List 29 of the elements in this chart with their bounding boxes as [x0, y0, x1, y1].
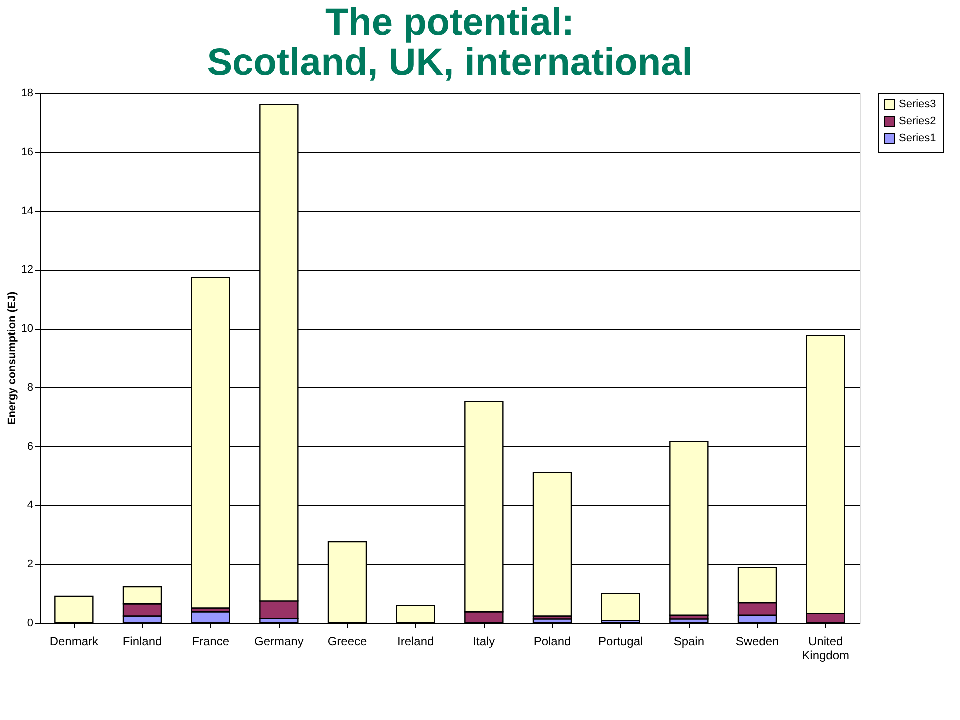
- x-tick-label: Ireland: [397, 634, 434, 648]
- x-tick-label: United Kingdom: [802, 634, 850, 662]
- y-tick-label: 10: [21, 323, 34, 336]
- x-tick-label: Italy: [473, 634, 496, 648]
- y-tick-label: 16: [21, 146, 34, 158]
- x-tick-label: Poland: [534, 634, 572, 648]
- y-tick-label: 12: [21, 264, 34, 276]
- text: The potential:: [325, 2, 575, 44]
- x-tick-label: Germany: [254, 634, 304, 648]
- x-tick-label: Greece: [328, 634, 368, 648]
- y-tick-label: 8: [27, 382, 34, 394]
- y-tick-label: 14: [21, 205, 34, 218]
- y-tick-label: 0: [27, 618, 34, 630]
- legend-label: Series1: [899, 132, 936, 144]
- x-tick-label: Finland: [122, 634, 162, 648]
- y-tick-label: 4: [27, 500, 34, 512]
- x-tick-label: Spain: [674, 634, 705, 648]
- y-tick-label: 18: [21, 88, 34, 100]
- x-tick-label: Sweden: [736, 634, 780, 648]
- x-tick-label: France: [192, 634, 230, 648]
- bar: [601, 592, 640, 622]
- legend-label: Series2: [899, 116, 936, 128]
- y-tick-label: 2: [27, 558, 34, 571]
- x-tick-label: Denmark: [50, 634, 100, 648]
- legend-label: Series3: [899, 98, 936, 110]
- x-tick-label: Portugal: [598, 634, 644, 648]
- y-tick-label: 6: [27, 440, 34, 453]
- y-axis-title: Energy consumption (EJ): [6, 292, 18, 426]
- text: Scotland, UK, international: [207, 42, 693, 84]
